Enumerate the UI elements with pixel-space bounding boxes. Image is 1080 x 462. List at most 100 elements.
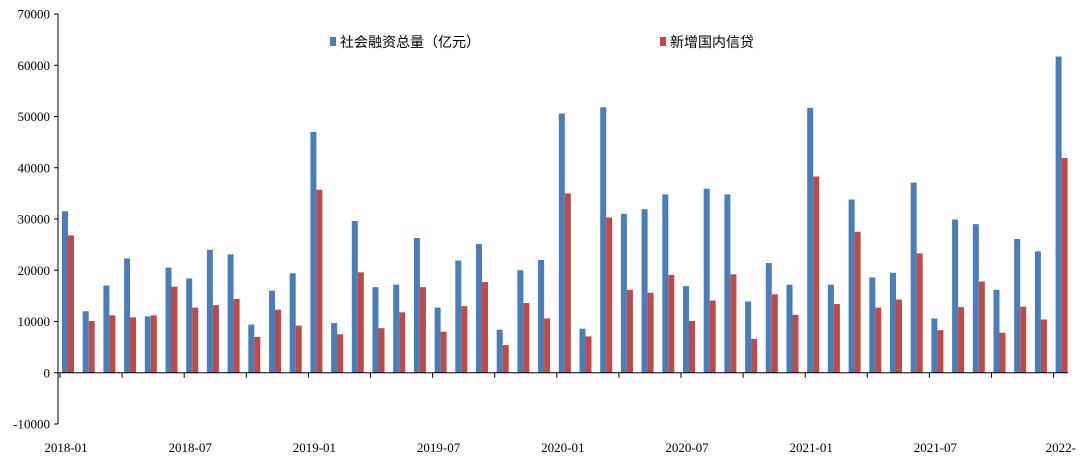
bar-total-financing-2019-03 [351, 221, 358, 373]
bar-total-financing-2018-10 [248, 324, 255, 373]
bar-total-financing-2021-11 [1014, 238, 1021, 373]
y-tick-label: 30000 [18, 212, 51, 227]
bar-total-financing-2020-05 [641, 209, 648, 373]
x-tick-label: 2018-07 [169, 440, 213, 455]
bar-new-credit-2018-10 [254, 336, 261, 373]
bar-new-credit-2021-02 [833, 304, 840, 373]
x-tick-label: 2019-07 [417, 440, 461, 455]
bar-new-credit-2020-03 [606, 217, 613, 373]
bar-new-credit-2020-09 [730, 274, 737, 373]
bar-total-financing-2020-02 [579, 328, 586, 373]
bar-total-financing-2018-06 [165, 267, 172, 373]
x-tick-label: 2018-01 [44, 440, 87, 455]
x-tick-label: 2021-01 [790, 440, 833, 455]
bars-layer [62, 56, 1068, 373]
bar-total-financing-2022-01 [1055, 56, 1062, 373]
x-tick-label: 2021-07 [914, 440, 958, 455]
bar-new-credit-2018-04 [130, 317, 137, 373]
bar-new-credit-2020-05 [647, 292, 654, 373]
x-tick-label: 2020-07 [665, 440, 709, 455]
bar-total-financing-2021-04 [869, 277, 876, 373]
bar-new-credit-2021-05 [896, 299, 902, 373]
bar-total-financing-2021-10 [993, 289, 1000, 373]
bar-total-financing-2021-03 [848, 199, 855, 373]
legend: 社会融资总量（亿元） 新增国内信贷 [330, 35, 754, 51]
bar-total-financing-2019-07 [434, 307, 441, 373]
bar-total-financing-2021-08 [952, 219, 959, 373]
bar-total-financing-2020-07 [683, 286, 689, 373]
bar-total-financing-2021-12 [1034, 251, 1041, 373]
bar-total-financing-2019-06 [413, 237, 420, 373]
bar-new-credit-2019-06 [419, 287, 426, 373]
y-tick-labels: -10000 0 10000 20000 30000 40000 50000 60000 700… [13, 7, 58, 432]
bar-new-credit-2018-07 [192, 307, 199, 373]
bar-total-financing-2020-03 [600, 107, 607, 373]
bar-new-credit-2019-10 [502, 345, 509, 373]
x-tick-label: 2020-01 [541, 440, 584, 455]
bar-total-financing-2020-09 [724, 194, 731, 373]
bar-new-credit-2019-02 [337, 334, 344, 373]
bar-total-financing-2018-08 [206, 249, 213, 373]
bar-total-financing-2020-01 [558, 113, 565, 373]
y-tick-label: 60000 [18, 58, 51, 73]
bar-total-financing-2021-06 [910, 182, 917, 373]
bar-new-credit-2019-05 [399, 312, 406, 373]
bar-total-financing-2021-09 [972, 224, 979, 373]
bar-new-credit-2018-12 [295, 325, 302, 373]
bar-total-financing-2020-12 [786, 284, 793, 373]
bar-new-credit-2019-03 [357, 272, 364, 373]
bar-total-financing-2020-10 [745, 301, 752, 373]
bar-new-credit-2021-11 [1020, 306, 1027, 373]
y-tick-label: 0 [44, 365, 51, 380]
bar-total-financing-2018-09 [227, 254, 234, 373]
bar-new-credit-2020-06 [668, 274, 675, 373]
bar-total-financing-2021-01 [807, 107, 814, 373]
y-tick-label: -10000 [13, 417, 50, 432]
bar-new-credit-2020-02 [585, 336, 592, 373]
legend-swatch [660, 37, 666, 46]
bar-new-credit-2020-01 [564, 193, 571, 373]
bar-total-financing-2021-05 [890, 272, 896, 373]
bar-total-financing-2018-01 [62, 211, 68, 373]
bar-total-financing-2019-01 [310, 131, 317, 373]
bar-new-credit-2021-01 [813, 176, 820, 373]
x-tick-labels: 2018-01 2018-07 2019-01 2019-07 2020-01 2020-… [44, 372, 1076, 455]
bar-total-financing-2018-05 [144, 316, 151, 373]
bar-total-financing-2019-11 [517, 270, 524, 373]
bar-new-credit-2018-05 [150, 315, 157, 373]
bar-new-credit-2021-10 [999, 332, 1006, 373]
bar-total-financing-2019-09 [476, 244, 482, 373]
bar-total-financing-2019-05 [393, 284, 400, 373]
bar-total-financing-2018-04 [124, 258, 131, 373]
bar-new-credit-2021-06 [916, 253, 923, 373]
bar-new-credit-2019-08 [461, 306, 468, 373]
bar-new-credit-2019-04 [378, 328, 385, 373]
bar-new-credit-2019-11 [523, 303, 530, 373]
bar-total-financing-2019-10 [496, 329, 503, 373]
bar-new-credit-2019-01 [316, 189, 323, 373]
bar-new-credit-2018-09 [233, 298, 240, 373]
x-tick-label: 2019-01 [293, 440, 336, 455]
bar-total-financing-2018-12 [289, 273, 296, 373]
bar-total-financing-2020-04 [620, 213, 627, 373]
bar-new-credit-2018-11 [275, 309, 281, 373]
bar-new-credit-2021-07 [937, 330, 944, 373]
bar-new-credit-2020-11 [771, 294, 778, 373]
bar-total-financing-2020-08 [703, 188, 710, 373]
bar-new-credit-2018-01 [68, 235, 74, 373]
bar-total-financing-2019-08 [455, 260, 462, 373]
bar-new-credit-2021-04 [875, 307, 882, 373]
y-tick-label: 20000 [18, 263, 51, 278]
bar-new-credit-2020-10 [751, 338, 758, 373]
bar-new-credit-2020-08 [709, 300, 716, 373]
bar-new-credit-2019-09 [482, 282, 488, 373]
bar-total-financing-2021-07 [931, 318, 938, 373]
bar-total-financing-2018-02 [82, 311, 89, 373]
bar-total-financing-2018-03 [103, 285, 110, 373]
bar-total-financing-2020-11 [765, 263, 772, 373]
y-tick-label: 70000 [18, 7, 51, 22]
bar-total-financing-2019-04 [372, 287, 379, 373]
bar-new-credit-2018-08 [212, 305, 219, 373]
